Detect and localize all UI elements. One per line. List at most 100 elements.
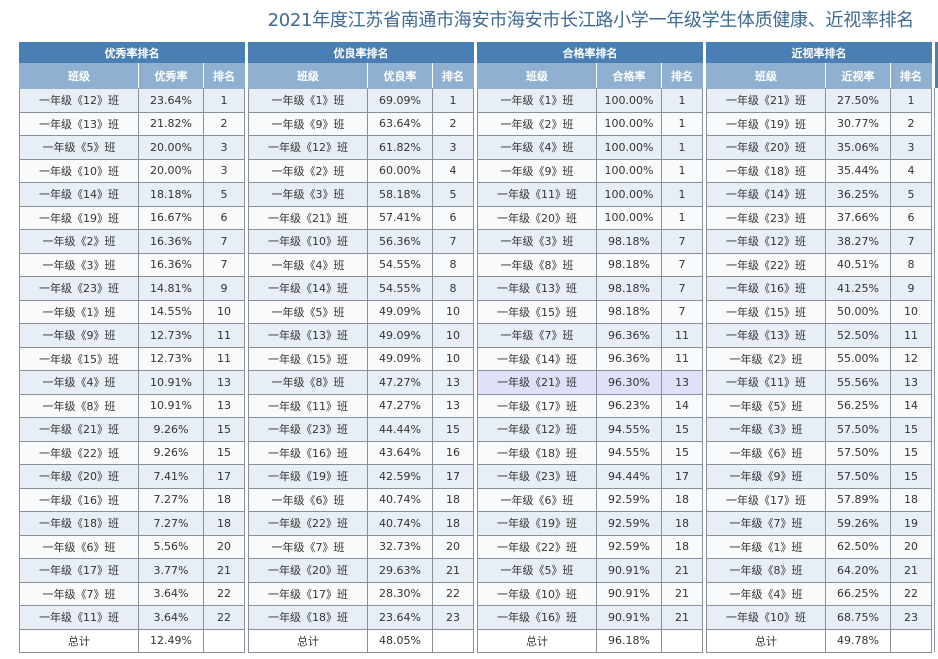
rate-cell: 54.55% — [367, 276, 433, 301]
rate-cell: 18.18% — [138, 182, 204, 207]
total-label: 总计 — [706, 628, 826, 653]
class-name-cell: 一年级《6》班 — [248, 487, 368, 512]
class-name-cell: 一年级《8》班 — [19, 393, 139, 418]
rank-cell: 7 — [889, 229, 933, 254]
table-row: 一年级《11》班 55.56% 13 — [706, 370, 933, 395]
rank-cell: 10 — [202, 299, 246, 324]
table-row: 一年级《23》班 94.44% 17 — [477, 464, 704, 489]
class-name-cell: 一年级《12》班 — [19, 88, 139, 113]
rate-cell: 94.55% — [596, 440, 662, 465]
column-header: 班级 — [19, 62, 139, 89]
table-row: 一年级《18》班 7.27% 18 — [19, 511, 246, 536]
rate-cell: 57.50% — [825, 464, 891, 489]
partial-table-edge — [935, 42, 938, 88]
rank-cell: 1 — [889, 88, 933, 113]
class-name-cell: 一年级《11》班 — [706, 370, 826, 395]
table-row: 一年级《17》班 96.23% 14 — [477, 393, 704, 418]
class-name-cell: 一年级《17》班 — [248, 581, 368, 606]
rate-cell: 96.23% — [596, 393, 662, 418]
rate-cell: 56.25% — [825, 393, 891, 418]
class-name-cell: 一年级《23》班 — [248, 417, 368, 442]
table-group-header: 近视率排名 — [705, 42, 933, 63]
rank-cell: 8 — [889, 252, 933, 277]
class-name-cell: 一年级《16》班 — [248, 440, 368, 465]
class-name-cell: 一年级《17》班 — [477, 393, 597, 418]
class-name-cell: 一年级《2》班 — [477, 111, 597, 136]
rank-cell: 18 — [660, 487, 704, 512]
table-row: 一年级《1》班 14.55% 10 — [19, 299, 246, 324]
rate-cell: 49.09% — [367, 323, 433, 348]
table-row: 一年级《19》班 92.59% 18 — [477, 511, 704, 536]
rate-cell: 42.59% — [367, 464, 433, 489]
rank-cell: 11 — [202, 346, 246, 371]
table-row: 一年级《10》班 68.75% 23 — [706, 605, 933, 630]
rate-cell: 92.59% — [596, 487, 662, 512]
rank-cell: 18 — [431, 487, 475, 512]
table-row: 一年级《23》班 14.81% 9 — [19, 276, 246, 301]
class-name-cell: 一年级《10》班 — [706, 605, 826, 630]
rate-cell: 100.00% — [596, 135, 662, 160]
rank-cell: 1 — [660, 88, 704, 113]
table-row: 一年级《17》班 3.77% 21 — [19, 558, 246, 583]
rank-cell: 13 — [431, 393, 475, 418]
rank-cell: 13 — [202, 370, 246, 395]
class-name-cell: 一年级《1》班 — [706, 534, 826, 559]
class-name-cell: 一年级《17》班 — [19, 558, 139, 583]
column-header: 排名 — [202, 62, 246, 89]
class-name-cell: 一年级《13》班 — [706, 323, 826, 348]
rank-cell: 21 — [431, 558, 475, 583]
class-name-cell: 一年级《20》班 — [706, 135, 826, 160]
class-name-cell: 一年级《11》班 — [19, 605, 139, 630]
class-name-cell: 一年级《15》班 — [19, 346, 139, 371]
rate-cell: 16.36% — [138, 229, 204, 254]
class-name-cell: 一年级《7》班 — [248, 534, 368, 559]
total-rate: 49.78% — [825, 628, 891, 653]
class-name-cell: 一年级《23》班 — [19, 276, 139, 301]
table-row: 一年级《7》班 96.36% 11 — [477, 323, 704, 348]
rank-cell: 20 — [202, 534, 246, 559]
class-name-cell: 一年级《8》班 — [248, 370, 368, 395]
ranking-table: 优良率排名 班级 优良率 排名 一年级《1》班 69.09% 1 一年级《9》班 63.64% 2… — [247, 42, 475, 653]
table-row: 一年级《20》班 100.00% 1 — [477, 205, 704, 230]
rate-cell: 92.59% — [596, 511, 662, 536]
rank-cell: 1 — [660, 158, 704, 183]
rate-cell: 94.55% — [596, 417, 662, 442]
rank-cell: 21 — [660, 605, 704, 630]
rank-cell: 14 — [660, 393, 704, 418]
class-name-cell: 一年级《22》班 — [19, 440, 139, 465]
table-row: 一年级《8》班 47.27% 13 — [248, 370, 475, 395]
rank-cell: 21 — [660, 581, 704, 606]
class-name-cell: 一年级《22》班 — [477, 534, 597, 559]
rate-cell: 14.81% — [138, 276, 204, 301]
rank-cell: 11 — [660, 323, 704, 348]
rate-cell: 37.66% — [825, 205, 891, 230]
class-name-cell: 一年级《18》班 — [706, 158, 826, 183]
table-row: 一年级《19》班 42.59% 17 — [248, 464, 475, 489]
rank-cell: 3 — [202, 158, 246, 183]
total-row: 总计 49.78% — [706, 628, 933, 653]
class-name-cell: 一年级《14》班 — [477, 346, 597, 371]
rate-cell: 100.00% — [596, 182, 662, 207]
class-name-cell: 一年级《9》班 — [477, 158, 597, 183]
rank-cell: 23 — [431, 605, 475, 630]
rate-cell: 10.91% — [138, 370, 204, 395]
table-row: 一年级《21》班 9.26% 15 — [19, 417, 246, 442]
table-row: 一年级《8》班 10.91% 13 — [19, 393, 246, 418]
column-header: 近视率 — [825, 62, 891, 89]
table-row: 一年级《12》班 23.64% 1 — [19, 88, 246, 113]
rank-cell: 5 — [889, 182, 933, 207]
rank-cell: 1 — [660, 182, 704, 207]
table-row: 一年级《21》班 57.41% 6 — [248, 205, 475, 230]
rate-cell: 98.18% — [596, 252, 662, 277]
rank-cell: 22 — [202, 581, 246, 606]
table-row: 一年级《7》班 59.26% 19 — [706, 511, 933, 536]
class-name-cell: 一年级《22》班 — [248, 511, 368, 536]
rate-cell: 62.50% — [825, 534, 891, 559]
rate-cell: 50.00% — [825, 299, 891, 324]
rate-cell: 60.00% — [367, 158, 433, 183]
table-row: 一年级《9》班 63.64% 2 — [248, 111, 475, 136]
table-row: 一年级《20》班 29.63% 21 — [248, 558, 475, 583]
rate-cell: 98.18% — [596, 229, 662, 254]
rank-cell: 4 — [889, 158, 933, 183]
